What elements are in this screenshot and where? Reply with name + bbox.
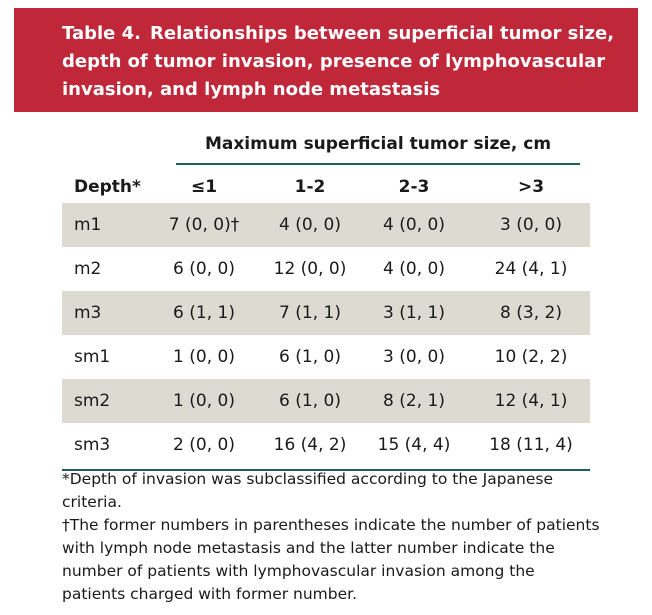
value-cell: 8 (2, 1) [383,391,445,411]
footnote-depth: *Depth of invasion was subclassified acc… [62,470,554,511]
depth-cell: sm1 [74,347,111,367]
column-header-size-2: 1-2 [294,177,326,197]
value-cell: 6 (1, 0) [279,347,341,367]
value-cell: 15 (4, 4) [377,435,451,455]
table-row: sm1 1 (0, 0) 6 (1, 0) 3 (0, 0) 10 (2, 2) [62,335,590,379]
value-cell: 2 (0, 0) [173,435,235,455]
column-header-size-4: >3 [517,177,545,197]
value-cell: 3 (1, 1) [383,303,445,323]
value-cell: 1 (0, 0) [173,391,235,411]
depth-cell: m2 [74,259,102,279]
column-header-size-1: ≤1 [190,177,218,197]
value-cell: 4 (0, 0) [383,215,445,235]
value-cell: 10 (2, 2) [494,347,568,367]
depth-cell: sm3 [74,435,111,455]
table-row: m1 7 (0, 0)† 4 (0, 0) 4 (0, 0) 3 (0, 0) [62,203,590,247]
value-cell: 6 (0, 0) [173,259,235,279]
table-body: m1 7 (0, 0)† 4 (0, 0) 4 (0, 0) 3 (0, 0) … [62,203,590,471]
value-cell: 4 (0, 0) [279,215,341,235]
value-cell: 3 (0, 0) [383,347,445,367]
depth-cell: sm2 [74,391,111,411]
table-row: sm3 2 (0, 0) 16 (4, 2) 15 (4, 4) 18 (11,… [62,423,590,467]
value-cell: 16 (4, 2) [273,435,347,455]
table-title-line-3: invasion, and lymph node metastasis [62,79,441,100]
column-header-depth: Depth* [74,177,141,197]
value-cell: 6 (1, 0) [279,391,341,411]
column-header-size-3: 2-3 [398,177,430,197]
depth-cell: m1 [74,215,102,235]
value-cell: 4 (0, 0) [383,259,445,279]
table-title-line-2: depth of tumor invasion, presence of lym… [62,51,606,72]
table-title-band: Table 4. Relationships between superfici… [14,8,638,112]
value-cell: 3 (0, 0) [500,215,562,235]
value-cell: 7 (0, 0)† [168,215,240,235]
value-cell: 8 (3, 2) [500,303,562,323]
value-cell: 12 (0, 0) [273,259,347,279]
value-cell: 6 (1, 1) [173,303,235,323]
table-footnotes: *Depth of invasion was subclassified acc… [62,468,602,606]
table-row: sm2 1 (0, 0) 6 (1, 0) 8 (2, 1) 12 (4, 1) [62,379,590,423]
value-cell: 24 (4, 1) [494,259,568,279]
column-spanner-header: Maximum superficial tumor size, cm [176,125,580,165]
value-cell: 7 (1, 1) [279,303,341,323]
value-cell: 1 (0, 0) [173,347,235,367]
table-number: Table 4. [62,23,141,44]
table-row: m2 6 (0, 0) 12 (0, 0) 4 (0, 0) 24 (4, 1) [62,247,590,291]
table-row: m3 6 (1, 1) 7 (1, 1) 3 (1, 1) 8 (3, 2) [62,291,590,335]
footnote-parentheses: †The former numbers in parentheses indic… [62,516,600,603]
value-cell: 18 (11, 4) [489,435,573,455]
table-bottom-rule [62,469,590,471]
depth-cell: m3 [74,303,102,323]
table-title-line-1: Relationships between superficial tumor … [150,23,615,44]
value-cell: 12 (4, 1) [494,391,568,411]
